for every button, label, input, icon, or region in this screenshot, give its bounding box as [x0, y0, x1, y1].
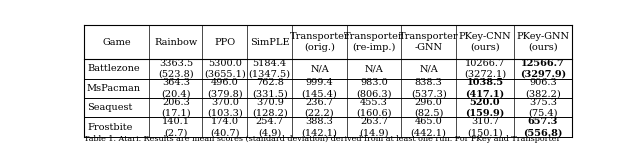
Text: Rainbow: Rainbow [154, 38, 198, 47]
Text: 657.3
(556.8): 657.3 (556.8) [524, 117, 563, 137]
Text: 388.3
(142.1): 388.3 (142.1) [301, 117, 337, 137]
Text: Transporter
(orig.): Transporter (orig.) [290, 32, 349, 52]
Text: 983.0
(806.3): 983.0 (806.3) [356, 78, 392, 98]
Text: PKey-CNN
(ours): PKey-CNN (ours) [459, 32, 511, 52]
Text: 520.0
(159.9): 520.0 (159.9) [465, 98, 504, 118]
Text: 999.4
(145.4): 999.4 (145.4) [301, 78, 337, 98]
Text: 236.7
(22.2): 236.7 (22.2) [305, 98, 334, 118]
Text: Battlezone: Battlezone [87, 64, 140, 73]
Text: MsPacman: MsPacman [87, 84, 141, 93]
Text: 5300.0
(3655.1): 5300.0 (3655.1) [204, 59, 246, 79]
Text: Seaquest: Seaquest [87, 103, 132, 112]
Text: 370.0
(103.3): 370.0 (103.3) [207, 98, 243, 118]
Text: N/A: N/A [365, 64, 383, 73]
Text: Table 1. Atari. Results are mean scores (standard deviation) derived from at lea: Table 1. Atari. Results are mean scores … [84, 135, 561, 143]
Text: 10266.7
(3272.1): 10266.7 (3272.1) [464, 59, 506, 79]
Text: 375.3
(75.4): 375.3 (75.4) [528, 98, 558, 118]
Text: 1038.5
(417.1): 1038.5 (417.1) [465, 78, 504, 98]
Text: 140.1
(2.7): 140.1 (2.7) [162, 117, 190, 137]
Text: 263.7
(14.9): 263.7 (14.9) [359, 117, 389, 137]
Text: SimPLE: SimPLE [250, 38, 289, 47]
Text: 3363.5
(523.8): 3363.5 (523.8) [158, 59, 194, 79]
Text: N/A: N/A [419, 64, 438, 73]
Text: Frostbite: Frostbite [87, 123, 132, 132]
Text: 296.0
(82.5): 296.0 (82.5) [414, 98, 444, 118]
Text: 455.3
(160.6): 455.3 (160.6) [356, 98, 392, 118]
Text: N/A: N/A [310, 64, 329, 73]
Text: 364.3
(20.4): 364.3 (20.4) [161, 78, 191, 98]
Text: 496.0
(379.8): 496.0 (379.8) [207, 78, 243, 98]
Text: 174.0
(40.7): 174.0 (40.7) [210, 117, 239, 137]
Text: 5184.4
(1347.5): 5184.4 (1347.5) [249, 59, 291, 79]
Text: 254.7
(4.9): 254.7 (4.9) [256, 117, 284, 137]
Text: Game: Game [102, 38, 131, 47]
Text: Transporter
(re-imp.): Transporter (re-imp.) [344, 32, 404, 52]
Text: 206.3
(17.1): 206.3 (17.1) [161, 98, 191, 118]
Text: PKey-GNN
(ours): PKey-GNN (ours) [516, 32, 570, 52]
Text: 838.3
(537.3): 838.3 (537.3) [411, 78, 447, 98]
Text: 906.3
(382.2): 906.3 (382.2) [525, 78, 561, 98]
Text: 370.9
(128.2): 370.9 (128.2) [252, 98, 287, 118]
Text: 310.7
(150.1): 310.7 (150.1) [467, 117, 503, 137]
Text: Transporter
-GNN: Transporter -GNN [399, 32, 458, 52]
Text: PPO: PPO [214, 38, 236, 47]
Text: 12566.7
(3297.9): 12566.7 (3297.9) [520, 59, 566, 79]
Text: 465.0
(442.1): 465.0 (442.1) [411, 117, 447, 137]
Text: 762.8
(331.5): 762.8 (331.5) [252, 78, 287, 98]
